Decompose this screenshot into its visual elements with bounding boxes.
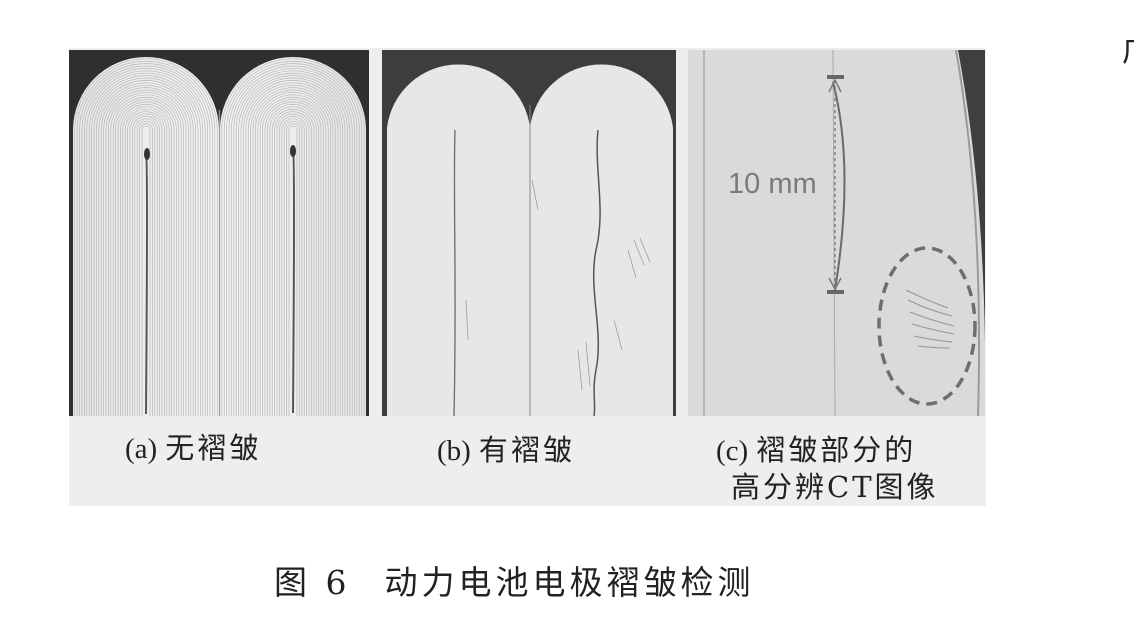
- electrode-layer: [257, 94, 329, 416]
- electrode-layer: [286, 123, 300, 416]
- electrode-layer: [283, 120, 303, 416]
- electrode-layer: [238, 75, 348, 416]
- electrode-layer: [231, 68, 355, 416]
- electrode-layer: [252, 89, 334, 416]
- electrode-layer: [262, 99, 324, 416]
- electrode-layer: [245, 82, 341, 416]
- figure-caption: 图 6 动力电池电极褶皱检测: [274, 563, 755, 603]
- electrode-layer: [98, 82, 194, 416]
- subcaption-c-text1: 褶皱部分的: [756, 433, 917, 467]
- electrode-layer: [100, 84, 192, 416]
- electrode-layer: [120, 104, 172, 416]
- subcaption-b: (b) 有褶皱: [437, 433, 575, 468]
- electrode-layer: [240, 77, 346, 416]
- electrode-layer: [267, 104, 319, 416]
- electrode-layer: [103, 87, 189, 416]
- subcaption-a-tag: (a): [125, 433, 158, 465]
- ct-image-with-wrinkle: [382, 50, 676, 416]
- electrode-layer: [105, 89, 187, 416]
- electrode-layer: [79, 63, 213, 416]
- electrode-layer: [243, 80, 343, 416]
- electrode-layer: [91, 75, 201, 416]
- electrode-layer: [276, 113, 310, 416]
- ct-image-no-wrinkle: [69, 50, 369, 416]
- subcaption-a-text: 无褶皱: [165, 431, 262, 465]
- subcaption-c-tag: (c): [716, 435, 749, 467]
- electrode-layer: [288, 125, 298, 416]
- subcaption-b-text: 有褶皱: [478, 433, 575, 467]
- electrode-layer: [117, 101, 175, 416]
- electrode-layer: [271, 108, 315, 416]
- ct-image-c-graphic: [688, 50, 985, 416]
- electrode-layer: [259, 96, 327, 416]
- electrode-layer: [139, 123, 153, 416]
- electrode-layer: [129, 113, 163, 416]
- electrode-layer: [221, 58, 365, 416]
- ct-image-a-graphic: [69, 50, 369, 416]
- electrode-layer: [108, 92, 184, 416]
- subcaption-c-line1: (c) 褶皱部分的: [716, 433, 916, 468]
- electrode-layer: [115, 99, 177, 416]
- electrode-layer: [88, 72, 204, 416]
- electrode-layer: [274, 111, 312, 416]
- electrode-layer: [281, 118, 305, 416]
- electrode-layer: [96, 80, 196, 416]
- electrode-layer: [235, 72, 351, 416]
- electrode-layer: [255, 92, 331, 416]
- ct-image-b-graphic: [382, 50, 676, 416]
- electrode-layer: [269, 106, 317, 416]
- electrode-layer: [250, 87, 336, 416]
- electrode-layer: [124, 108, 168, 416]
- edge-character: 广: [1122, 26, 1134, 70]
- electrode-layer: [132, 116, 160, 416]
- electrode-layer: [84, 68, 208, 416]
- electrode-layer: [93, 77, 199, 416]
- electrode-layer: [233, 70, 353, 416]
- electrode-layer: [226, 63, 360, 416]
- electrode-layer: [136, 120, 156, 416]
- electrode-layer: [141, 125, 151, 416]
- subcaption-b-tag: (b): [437, 435, 471, 467]
- electrode-layer: [223, 60, 363, 416]
- electrode-layer: [127, 111, 165, 416]
- electrode-layer: [134, 118, 158, 416]
- electrode-layer: [247, 84, 339, 416]
- figure-number: 图 6: [274, 563, 351, 602]
- wrinkle-curve: [832, 81, 846, 291]
- electrode-layer: [76, 60, 216, 416]
- electrode-layer: [279, 116, 307, 416]
- electrode-layer: [112, 96, 180, 416]
- electrode-layer: [74, 58, 218, 416]
- electrode-layer: [264, 101, 322, 416]
- subcaption-a: (a) 无褶皱: [125, 431, 261, 466]
- electrode-layer: [81, 65, 211, 416]
- scale-label: 10 mm: [728, 168, 817, 200]
- electrode-layer: [110, 94, 182, 416]
- defect-highlight-ellipse: [877, 246, 977, 406]
- ct-image-wrinkle-closeup: 10 mm: [688, 50, 985, 416]
- subcaption-c-line2: 高分辨CT图像: [731, 470, 939, 504]
- figure-title: 动力电池电极褶皱检测: [384, 563, 755, 602]
- electrode-layer: [228, 65, 358, 416]
- electrode-layer: [122, 106, 170, 416]
- electrode-layer: [86, 70, 206, 416]
